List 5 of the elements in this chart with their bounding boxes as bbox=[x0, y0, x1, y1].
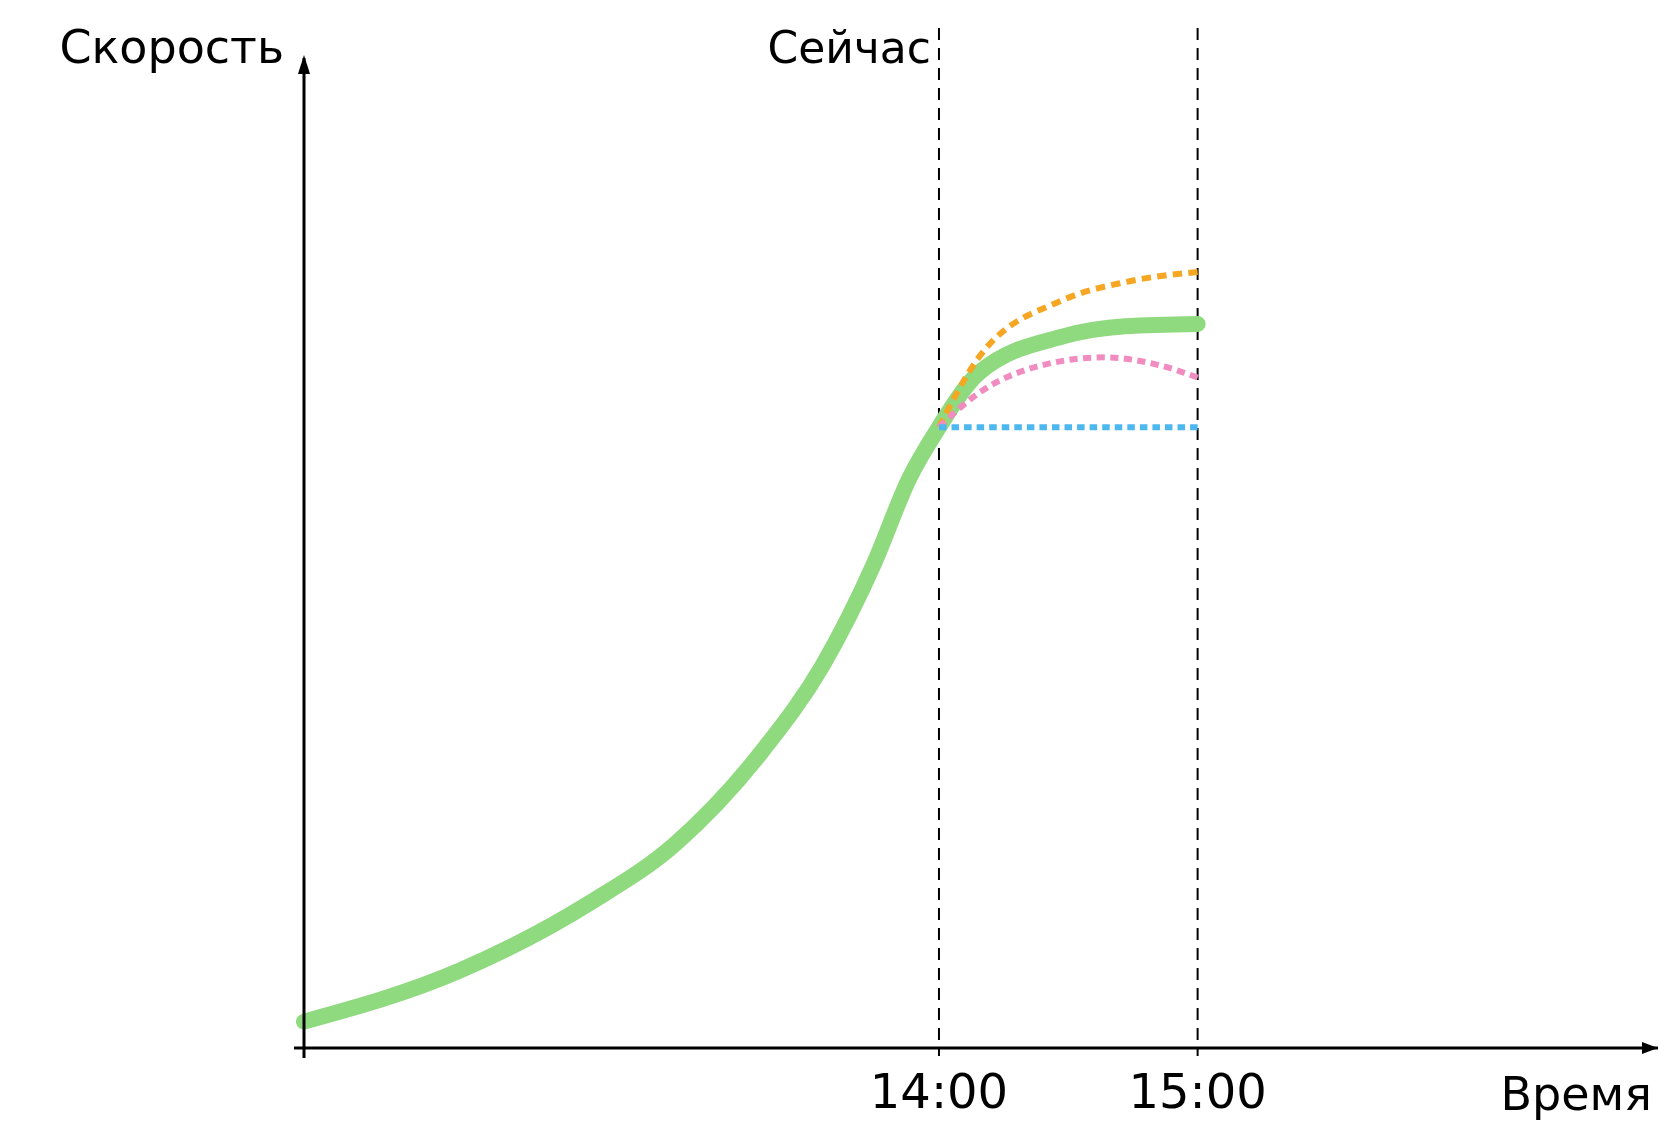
x-tick-label: 15:00 bbox=[1128, 1063, 1267, 1119]
ref-line-label: Сейчас bbox=[767, 22, 931, 73]
x-tick-label: 14:00 bbox=[869, 1063, 1009, 1119]
y-axis-title: Скорость bbox=[59, 20, 284, 74]
x-axis-title: Время bbox=[1500, 1067, 1652, 1121]
